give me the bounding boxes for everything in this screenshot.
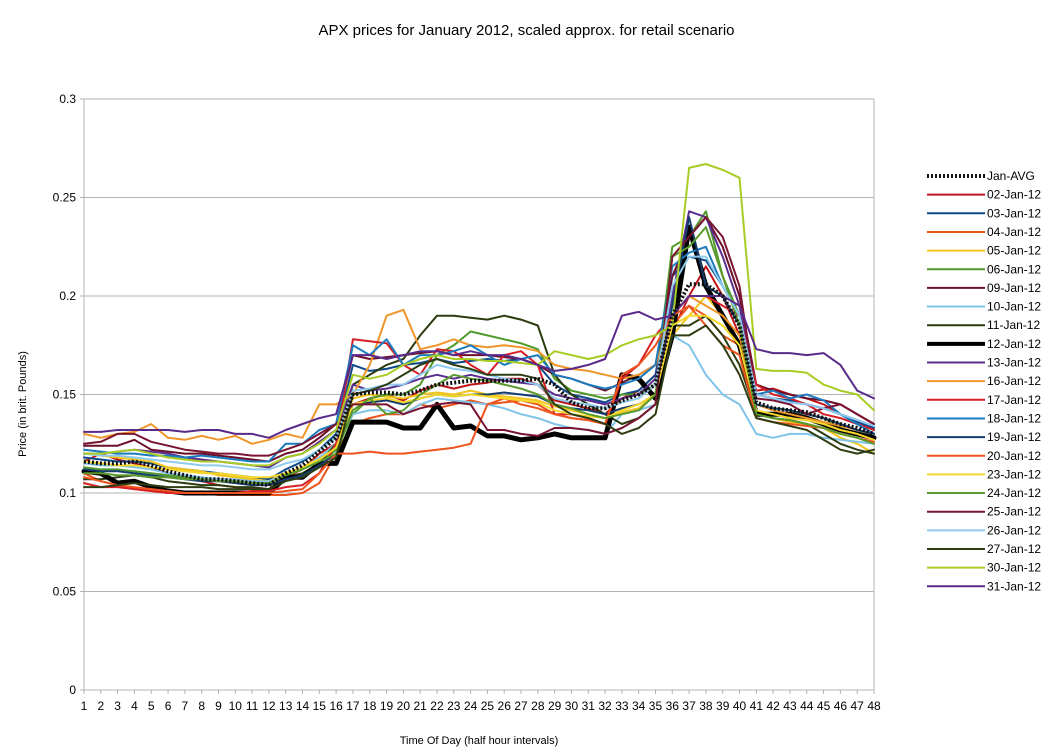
y-tick-label: 0.05 <box>53 585 77 599</box>
legend-label: 31-Jan-12 <box>987 579 1041 593</box>
legend-label: 06-Jan-12 <box>987 262 1041 276</box>
legend-label: 05-Jan-12 <box>987 244 1041 258</box>
legend-label: 23-Jan-12 <box>987 467 1041 481</box>
x-tick-label: 4 <box>131 699 138 713</box>
x-tick-label: 11 <box>246 699 259 713</box>
legend-label: 10-Jan-12 <box>987 300 1041 314</box>
x-tick-label: 24 <box>464 699 478 713</box>
x-tick-label: 43 <box>783 699 797 713</box>
series-line-27-jan-12 <box>83 324 875 491</box>
x-tick-label: 40 <box>733 699 747 713</box>
x-tick-label: 9 <box>215 699 222 713</box>
x-tick-label: 32 <box>598 699 612 713</box>
x-tick-label: 30 <box>565 699 579 713</box>
x-tick-label: 19 <box>380 699 394 713</box>
y-tick-label: 0.15 <box>53 388 77 402</box>
x-tick-label: 22 <box>430 699 444 713</box>
series-line-11-jan-12 <box>83 314 875 491</box>
x-tick-label: 13 <box>279 699 293 713</box>
legend-label: 18-Jan-12 <box>987 411 1041 425</box>
legend-label: 17-Jan-12 <box>987 393 1041 407</box>
legend-label: 26-Jan-12 <box>987 523 1041 537</box>
y-tick-label: 0.25 <box>53 191 77 205</box>
x-tick-label: 38 <box>699 699 713 713</box>
x-tick-label: 6 <box>165 699 172 713</box>
x-tick-label: 45 <box>817 699 831 713</box>
x-tick-label: 28 <box>531 699 545 713</box>
y-tick-label: 0.3 <box>59 92 76 106</box>
series-line-25-jan-12 <box>83 216 875 457</box>
x-tick-label: 12 <box>262 699 276 713</box>
x-tick-label: 35 <box>649 699 663 713</box>
x-tick-label: 15 <box>313 699 327 713</box>
x-tick-label: 8 <box>198 699 205 713</box>
series-line-30-jan-12 <box>83 163 875 467</box>
x-tick-label: 3 <box>114 699 121 713</box>
legend-label: 19-Jan-12 <box>987 430 1041 444</box>
x-tick-label: 25 <box>481 699 495 713</box>
legend-label: 09-Jan-12 <box>987 281 1041 295</box>
x-tick-label: 41 <box>750 699 764 713</box>
legend-label: Jan-AVG <box>987 169 1035 183</box>
x-tick-label: 48 <box>867 699 881 713</box>
x-tick-label: 46 <box>834 699 848 713</box>
series-line-31-jan-12 <box>83 295 875 439</box>
x-tick-label: 44 <box>800 699 814 713</box>
series-line-23-jan-12 <box>83 314 875 479</box>
x-tick-label: 5 <box>148 699 155 713</box>
x-tick-label: 39 <box>716 699 730 713</box>
series-line-20-jan-12 <box>83 304 875 494</box>
legend-label: 20-Jan-12 <box>987 449 1041 463</box>
x-tick-label: 34 <box>632 699 646 713</box>
x-tick-label: 37 <box>682 699 696 713</box>
y-tick-label: 0 <box>69 683 76 697</box>
x-tick-label: 2 <box>97 699 104 713</box>
y-tick-label: 0.2 <box>59 289 76 303</box>
x-tick-label: 16 <box>329 699 343 713</box>
x-tick-label: 33 <box>615 699 629 713</box>
legend-label: 11-Jan-12 <box>987 318 1040 332</box>
x-tick-label: 31 <box>582 699 596 713</box>
legend-label: 12-Jan-12 <box>987 337 1041 351</box>
legend-label: 13-Jan-12 <box>987 356 1041 370</box>
x-tick-label: 18 <box>363 699 377 713</box>
x-tick-label: 20 <box>397 699 411 713</box>
x-tick-label: 14 <box>296 699 310 713</box>
legend-label: 27-Jan-12 <box>987 542 1041 556</box>
x-tick-label: 42 <box>766 699 780 713</box>
x-tick-label: 17 <box>346 699 360 713</box>
legend-label: 25-Jan-12 <box>987 505 1041 519</box>
legend-label: 30-Jan-12 <box>987 561 1041 575</box>
legend-label: 16-Jan-12 <box>987 374 1041 388</box>
x-tick-label: 29 <box>548 699 562 713</box>
chart-title: APX prices for January 2012, scaled appr… <box>318 22 735 39</box>
x-tick-label: 10 <box>229 699 243 713</box>
x-tick-label: 1 <box>81 699 88 713</box>
x-axis-label: Time Of Day (half hour intervals) <box>399 735 559 747</box>
series-line-10-jan-12 <box>83 334 875 483</box>
x-tick-label: 21 <box>413 699 427 713</box>
x-tick-label: 26 <box>498 699 512 713</box>
x-tick-label: 47 <box>851 699 865 713</box>
series-line-jan-avg <box>83 282 875 488</box>
legend-label: 02-Jan-12 <box>987 188 1041 202</box>
x-tick-label: 7 <box>182 699 189 713</box>
y-tick-label: 0.1 <box>59 486 76 500</box>
x-tick-label: 23 <box>447 699 461 713</box>
legend-label: 03-Jan-12 <box>987 206 1041 220</box>
x-tick-label: 36 <box>666 699 680 713</box>
legend-label: 24-Jan-12 <box>987 486 1041 500</box>
x-tick-label: 27 <box>514 699 528 713</box>
legend-label: 04-Jan-12 <box>987 225 1041 239</box>
